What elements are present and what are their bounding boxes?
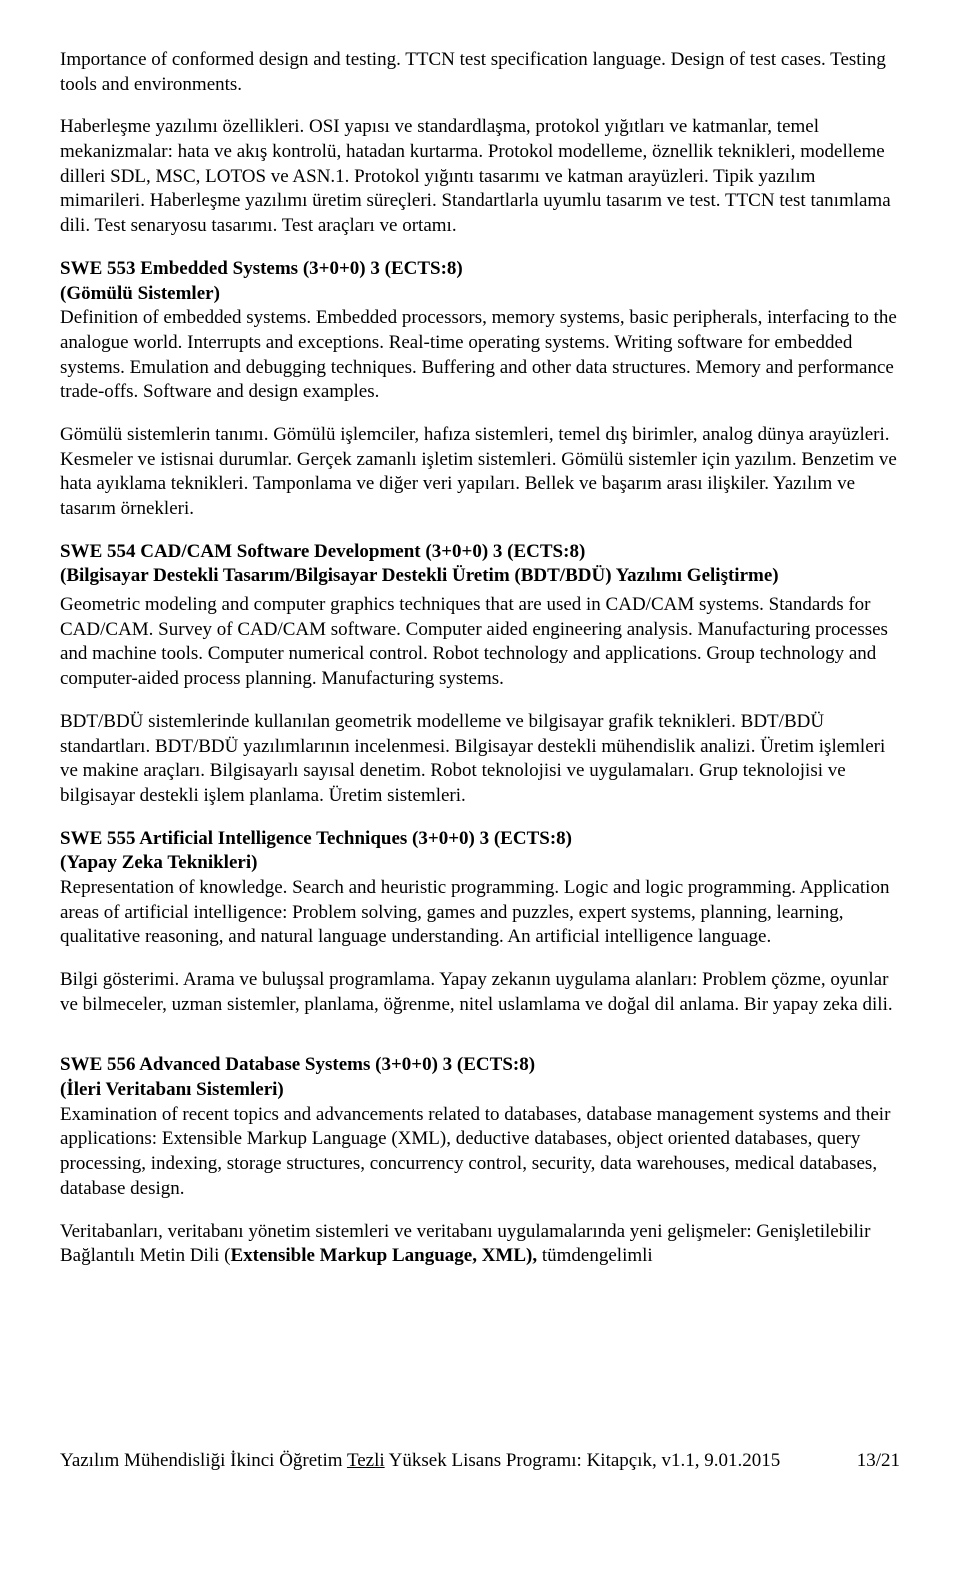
swe555-title: SWE 555 Artificial Intelligence Techniqu… [60, 828, 572, 849]
swe554-subtitle: (Bilgisayar Destekli Tasarım/Bilgisayar … [60, 565, 779, 586]
intro-p2: Haberleşme yazılımı özellikleri. OSI yap… [60, 115, 900, 238]
swe556-p2b: Extensible Markup Language, XML), [230, 1245, 537, 1266]
swe556-subtitle: (İleri Veritabanı Sistemleri) [60, 1079, 284, 1100]
footer-prefix: Yazılım Mühendisliği İkinci Öğretim [60, 1450, 347, 1471]
swe554-p2: BDT/BDÜ sistemlerinde kullanılan geometr… [60, 710, 900, 809]
swe553-subtitle: (Gömülü Sistemler) [60, 283, 220, 304]
swe556-p2: Veritabanları, veritabanı yönetim sistem… [60, 1220, 900, 1269]
swe556-title: SWE 556 Advanced Database Systems (3+0+0… [60, 1054, 535, 1075]
swe556-p1: Examination of recent topics and advance… [60, 1104, 890, 1199]
swe553-p2: Gömülü sistemlerin tanımı. Gömülü işlemc… [60, 423, 900, 522]
swe556-header: SWE 556 Advanced Database Systems (3+0+0… [60, 1053, 900, 1201]
footer-suffix: Yüksek Lisans Programı: Kitapçık, v1.1, … [385, 1450, 781, 1471]
swe553-p1: Definition of embedded systems. Embedded… [60, 307, 897, 402]
swe553-header: SWE 553 Embedded Systems (3+0+0) 3 (ECTS… [60, 257, 900, 405]
footer-underlined: Tezli [347, 1450, 385, 1471]
swe553-title: SWE 553 Embedded Systems (3+0+0) 3 (ECTS… [60, 258, 463, 279]
page-footer: Yazılım Mühendisliği İkinci Öğretim Tezl… [60, 1449, 900, 1474]
swe554-title: SWE 554 CAD/CAM Software Development (3+… [60, 541, 585, 562]
swe556-p2c: tümdengelimli [537, 1245, 653, 1266]
swe554-p1: Geometric modeling and computer graphics… [60, 593, 900, 692]
swe555-subtitle: (Yapay Zeka Teknikleri) [60, 852, 257, 873]
intro-p1: Importance of conformed design and testi… [60, 48, 900, 97]
swe554-header: SWE 554 CAD/CAM Software Development (3+… [60, 540, 900, 589]
swe555-header: SWE 555 Artificial Intelligence Techniqu… [60, 827, 900, 950]
swe555-p2: Bilgi gösterimi. Arama ve buluşsal progr… [60, 968, 900, 1017]
swe555-p1: Representation of knowledge. Search and … [60, 877, 889, 947]
footer-page: 13/21 [857, 1449, 900, 1474]
